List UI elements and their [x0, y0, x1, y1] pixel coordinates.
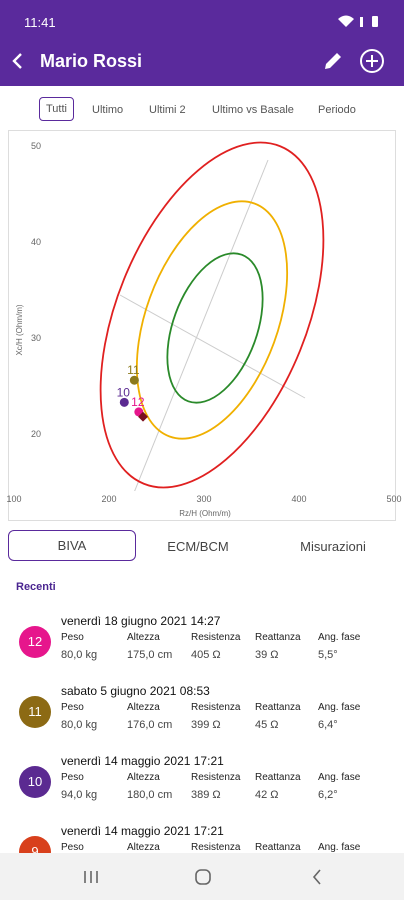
recent-item[interactable]: 12 venerdì 18 giugno 2021 14:27 Peso 80,0 k…	[0, 614, 404, 684]
x-tick-label: 100	[6, 494, 21, 504]
field-label: Altezza	[127, 772, 160, 783]
field-label: Ang. fase	[318, 632, 361, 643]
field-label: Resistenza	[191, 632, 241, 643]
field-value: 80,0 kg	[61, 649, 98, 661]
field-label: Ang. fase	[318, 842, 361, 853]
recent-item[interactable]: 10 venerdì 14 maggio 2021 17:21 Peso 94,0 k…	[0, 754, 404, 824]
filter-tab[interactable]: Tutti	[39, 97, 74, 121]
chart: 100 200 300 400 500 20 30 40 50 Rz/H (Ohm/m) Xc/H …	[6, 141, 401, 518]
field-value: 39 Ω	[255, 649, 279, 661]
field-label: Peso	[61, 632, 84, 643]
field-value: 6,4°	[318, 719, 338, 731]
field-value: 180,0 cm	[127, 789, 173, 801]
y-tick-label: 30	[31, 333, 41, 343]
y-tick-label: 50	[31, 141, 41, 151]
x-tick-label: 500	[386, 494, 401, 504]
ellipse-95	[99, 141, 325, 489]
field-label: Ang. fase	[318, 772, 361, 783]
field-label: Reattanza	[255, 632, 301, 643]
section-tab[interactable]: Misurazioni	[300, 539, 366, 554]
field-value: 45 Ω	[255, 719, 279, 731]
field-label: Resistenza	[191, 842, 241, 853]
chart-card	[8, 130, 396, 521]
item-date: venerdì 14 maggio 2021 17:21	[61, 824, 224, 838]
add-button[interactable]	[359, 48, 385, 74]
ellipse-50	[166, 252, 264, 404]
section-tab[interactable]: ECM/BCM	[167, 539, 229, 554]
y-tick-label: 20	[31, 429, 41, 439]
badge: 12	[19, 626, 51, 658]
field-label: Peso	[61, 772, 84, 783]
point	[129, 375, 139, 385]
badge: 10	[19, 766, 51, 798]
filter-tab[interactable]: Ultimo vs Basale	[212, 104, 294, 116]
time: 11:41	[24, 15, 56, 30]
field-label: Reattanza	[255, 702, 301, 713]
item-date: venerdì 18 giugno 2021 14:27	[61, 614, 221, 628]
field-label: Reattanza	[255, 772, 301, 783]
status-icons	[338, 15, 378, 27]
point	[119, 397, 129, 407]
point-label: 12	[131, 395, 145, 409]
field-label: Ang. fase	[318, 702, 361, 713]
badge: 11	[19, 696, 51, 728]
field-value: 175,0 cm	[127, 649, 173, 661]
field-label: Peso	[61, 702, 84, 713]
field-label: Altezza	[127, 632, 160, 643]
point-label: 10	[117, 385, 131, 399]
section-tab[interactable]: BIVA	[8, 530, 136, 561]
field-label: Altezza	[127, 842, 160, 853]
x-tick-label: 200	[101, 494, 116, 504]
recent-item[interactable]: 11 sabato 5 giugno 2021 08:53 Peso 80,0 kg A…	[0, 684, 404, 754]
app-title: Mario Rossi	[40, 51, 143, 71]
major-axis	[134, 159, 269, 491]
nav-bar	[0, 853, 404, 900]
minor-axis	[119, 294, 306, 399]
filter-tab[interactable]: Periodo	[318, 104, 356, 116]
ellipse-75	[135, 200, 289, 440]
back-button[interactable]	[10, 52, 26, 70]
field-label: Resistenza	[191, 702, 241, 713]
field-value: 94,0 kg	[61, 789, 98, 801]
field-value: 176,0 cm	[127, 719, 173, 731]
x-tick-label: 400	[291, 494, 306, 504]
field-value: 6,2°	[318, 789, 338, 801]
x-axis-title: Rz/H (Ohm/m)	[179, 509, 231, 518]
nav-icons	[84, 869, 321, 885]
y-axis-title: Xc/H (Ohm/m)	[15, 304, 24, 355]
field-label: Peso	[61, 842, 84, 853]
y-tick-label: 40	[31, 237, 41, 247]
point-label: 11	[127, 363, 140, 377]
recent-item[interactable]: 9 venerdì 14 maggio 2021 17:21 Peso Altezza…	[0, 824, 404, 894]
field-label: Reattanza	[255, 842, 301, 853]
field-value: 405 Ω	[191, 649, 221, 661]
item-date: venerdì 14 maggio 2021 17:21	[61, 754, 224, 768]
field-value: 5,5°	[318, 649, 338, 661]
point	[138, 411, 148, 422]
field-value: 80,0 kg	[61, 719, 98, 731]
x-tick-label: 300	[196, 494, 211, 504]
recent-title: Recenti	[16, 581, 56, 593]
field-label: Altezza	[127, 702, 160, 713]
field-label: Resistenza	[191, 772, 241, 783]
filter-tab[interactable]: Ultimo	[92, 104, 124, 116]
item-date: sabato 5 giugno 2021 08:53	[61, 684, 210, 698]
field-value: 42 Ω	[255, 789, 279, 801]
field-value: 399 Ω	[191, 719, 221, 731]
field-value: 389 Ω	[191, 789, 221, 801]
filter-tab[interactable]: Ultimi 2	[149, 104, 186, 116]
header: 11:41 Mario Rossi	[0, 0, 404, 86]
edit-button[interactable]	[322, 50, 344, 72]
